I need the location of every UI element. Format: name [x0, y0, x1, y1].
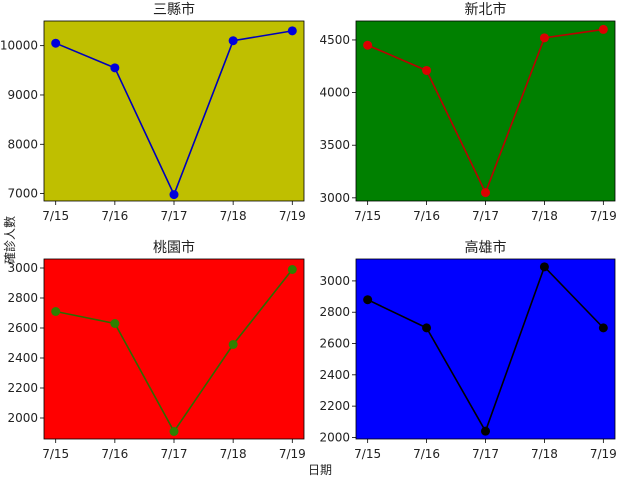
- subplot-title: 新北市: [465, 1, 507, 18]
- x-tick-label: 7/18: [531, 447, 558, 461]
- x-tick-label: 7/19: [590, 447, 617, 461]
- data-point: [169, 427, 179, 436]
- data-point: [363, 40, 373, 50]
- x-tick-label: 7/18: [531, 209, 558, 223]
- y-tick-label: 9000: [7, 88, 38, 102]
- data-point: [110, 319, 120, 328]
- x-tick-label: 7/19: [279, 447, 306, 461]
- x-tick-label: 7/18: [220, 447, 247, 461]
- y-tick-label: 3500: [319, 138, 350, 152]
- subplot: 新北市 3000 3500 4000 4500 7/15 7/16 7/17 7/18 7/19: [319, 1, 616, 223]
- subplot-title: 三縣市: [153, 1, 195, 18]
- y-tick-label: 3000: [7, 261, 38, 275]
- y-tick-label: 2000: [319, 430, 350, 444]
- y-tick-label: 2800: [319, 305, 350, 319]
- data-point: [228, 36, 238, 46]
- data-point: [228, 340, 238, 349]
- y-tick-label: 7000: [7, 187, 38, 201]
- y-tick-label: 2000: [7, 411, 38, 425]
- data-point: [598, 323, 608, 333]
- subplot-title: 桃園市: [153, 239, 195, 256]
- x-tick-label: 7/16: [101, 447, 128, 461]
- x-tick-label: 7/17: [472, 447, 499, 461]
- y-tick-label: 3000: [319, 191, 350, 205]
- y-tick-label: 2600: [7, 321, 38, 335]
- subplot: 高雄市 2000 2200 2400 2600 2800 3000 7/15 7/16 7/17 7…: [319, 239, 616, 461]
- x-tick-label: 7/17: [472, 209, 499, 223]
- plot-area: [43, 20, 305, 202]
- x-tick-label: 7/15: [42, 447, 69, 461]
- x-tick-label: 7/19: [590, 209, 617, 223]
- data-point: [287, 265, 297, 274]
- y-tick-label: 10000: [0, 39, 38, 53]
- x-tick-label: 7/15: [354, 209, 381, 223]
- y-tick-label: 2400: [7, 351, 38, 365]
- data-point: [539, 262, 549, 272]
- data-point: [539, 33, 549, 43]
- plot-area: [43, 258, 305, 440]
- x-tick-label: 7/17: [161, 209, 188, 223]
- y-tick-label: 2800: [7, 291, 38, 305]
- subplot-title: 高雄市: [465, 239, 507, 256]
- data-point: [481, 188, 490, 198]
- data-point: [287, 26, 297, 36]
- y-tick-label: 4000: [319, 86, 350, 100]
- x-tick-label: 7/16: [413, 209, 440, 223]
- y-tick-label: 2400: [319, 368, 350, 382]
- y-tick-label: 4500: [319, 33, 350, 47]
- subplot: 三縣市 7000 8000 9000 10000 7/15 7/16 7/17 7/18 7/19: [0, 1, 306, 223]
- y-axis-label: 確診人數: [2, 216, 17, 264]
- data-point: [422, 323, 432, 333]
- y-tick-label: 2600: [319, 337, 350, 351]
- y-tick-label: 3000: [319, 274, 350, 288]
- data-point: [422, 65, 432, 75]
- y-tick-label: 2200: [7, 381, 38, 395]
- x-tick-label: 7/16: [413, 447, 440, 461]
- data-point: [51, 38, 61, 48]
- data-point: [481, 426, 490, 436]
- data-point: [363, 295, 373, 305]
- data-point: [51, 307, 61, 316]
- x-tick-label: 7/17: [161, 447, 188, 461]
- subplot: 桃園市 2000 2200 2400 2600 2800 3000 7/15 7/16 7/17 7…: [7, 239, 305, 461]
- plot-area: [355, 258, 616, 440]
- x-tick-label: 7/15: [354, 447, 381, 461]
- data-point: [169, 190, 179, 200]
- x-tick-label: 7/16: [101, 209, 128, 223]
- x-tick-label: 7/19: [279, 209, 306, 223]
- y-tick-label: 2200: [319, 399, 350, 413]
- x-tick-label: 7/15: [42, 209, 69, 223]
- y-tick-label: 8000: [7, 137, 38, 151]
- data-point: [598, 24, 608, 34]
- data-point: [110, 63, 120, 73]
- x-axis-label: 日期: [308, 463, 332, 477]
- plot-area: [355, 20, 616, 202]
- subplots: 三縣市 7000 8000 9000 10000 7/15 7/16 7/17 7/18 7/19…: [0, 1, 617, 461]
- x-tick-label: 7/18: [220, 209, 247, 223]
